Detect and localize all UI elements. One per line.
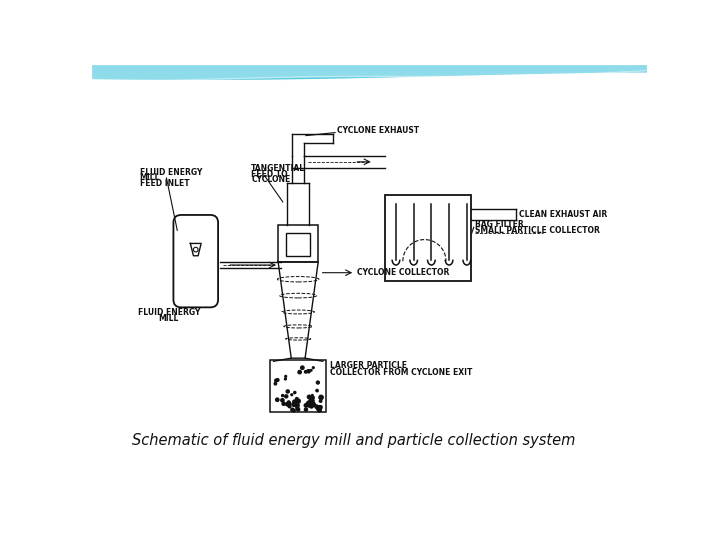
Circle shape <box>319 395 323 400</box>
Circle shape <box>297 408 300 411</box>
Text: CYCLONE EXHAUST: CYCLONE EXHAUST <box>337 126 419 135</box>
Circle shape <box>312 395 313 396</box>
Circle shape <box>275 379 277 382</box>
Circle shape <box>276 379 279 381</box>
Circle shape <box>305 404 307 407</box>
Circle shape <box>284 395 288 398</box>
Circle shape <box>284 378 287 380</box>
Text: TANGENTIAL: TANGENTIAL <box>251 164 305 173</box>
Circle shape <box>316 381 320 384</box>
Text: MILL: MILL <box>140 173 160 183</box>
Circle shape <box>315 405 318 408</box>
Circle shape <box>305 408 307 411</box>
Bar <box>385 195 472 281</box>
Circle shape <box>317 406 320 409</box>
Text: MILL: MILL <box>158 314 179 322</box>
Circle shape <box>282 395 284 396</box>
Text: SMALL PARTICLE COLLECTOR: SMALL PARTICLE COLLECTOR <box>475 226 600 235</box>
Circle shape <box>310 404 313 408</box>
Circle shape <box>307 403 311 407</box>
Bar <box>286 233 310 256</box>
Text: COLLECTOR FROM CYCLONE EXIT: COLLECTOR FROM CYCLONE EXIT <box>330 368 473 376</box>
Bar <box>278 225 318 262</box>
Text: FEED TO: FEED TO <box>251 170 288 179</box>
Circle shape <box>293 400 297 403</box>
Circle shape <box>295 397 298 400</box>
Circle shape <box>307 370 309 372</box>
Circle shape <box>274 382 276 385</box>
Circle shape <box>309 400 312 403</box>
Circle shape <box>276 398 279 401</box>
Text: CLEAN EXHAUST AIR: CLEAN EXHAUST AIR <box>519 210 608 219</box>
Text: CYCLONE COLLECTOR: CYCLONE COLLECTOR <box>357 268 450 277</box>
Circle shape <box>281 399 284 402</box>
Circle shape <box>286 403 289 406</box>
Circle shape <box>320 400 322 402</box>
Circle shape <box>318 408 321 412</box>
Text: BAG FILTER: BAG FILTER <box>475 220 524 229</box>
Circle shape <box>316 389 318 392</box>
Circle shape <box>295 403 300 408</box>
Circle shape <box>294 392 296 394</box>
Circle shape <box>310 369 312 371</box>
Circle shape <box>194 247 198 252</box>
Circle shape <box>311 402 315 405</box>
Circle shape <box>312 367 314 369</box>
Circle shape <box>282 402 285 406</box>
Text: LARGER PARTICLE: LARGER PARTICLE <box>330 361 408 370</box>
Circle shape <box>301 366 304 369</box>
Circle shape <box>298 370 302 374</box>
Circle shape <box>317 407 320 410</box>
Circle shape <box>312 399 314 402</box>
Text: FLUID ENERGY: FLUID ENERGY <box>138 308 200 317</box>
Circle shape <box>307 401 310 405</box>
Circle shape <box>307 370 310 373</box>
Text: CYCLONE: CYCLONE <box>251 175 290 184</box>
Circle shape <box>305 370 307 373</box>
Circle shape <box>291 394 292 396</box>
Circle shape <box>291 408 294 411</box>
Text: Schematic of fluid energy mill and particle collection system: Schematic of fluid energy mill and parti… <box>132 433 575 448</box>
Circle shape <box>287 401 290 404</box>
FancyBboxPatch shape <box>174 215 218 307</box>
Circle shape <box>285 375 287 377</box>
Circle shape <box>312 396 314 399</box>
Circle shape <box>296 407 299 410</box>
Circle shape <box>286 390 289 393</box>
Polygon shape <box>278 262 318 358</box>
Circle shape <box>310 396 314 400</box>
Circle shape <box>296 399 300 403</box>
Circle shape <box>293 409 295 412</box>
Circle shape <box>287 402 291 406</box>
Circle shape <box>318 406 322 409</box>
Circle shape <box>292 402 296 407</box>
Circle shape <box>307 395 311 399</box>
Bar <box>271 360 326 412</box>
Circle shape <box>288 405 291 408</box>
Text: FLUID ENERGY: FLUID ENERGY <box>140 168 202 177</box>
Text: FEED INLET: FEED INLET <box>140 179 189 188</box>
Circle shape <box>312 403 315 407</box>
